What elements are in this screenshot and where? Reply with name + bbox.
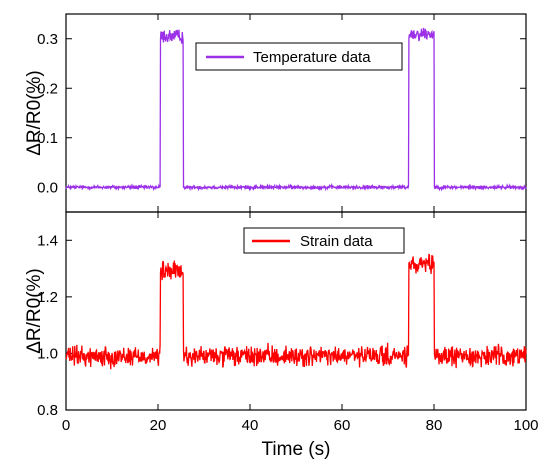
x-axis-title: Time (s) [262,439,331,460]
panel-strain-ylabel: ΔR/R0(%) [24,268,45,354]
panel-strain: 0.8 1.0 1.2 1.4 ΔR/R0(%) Strain data [24,211,527,419]
y-tick-label: 1.2 [37,289,58,306]
x-tick-label: 20 [150,417,167,434]
panel-strain-frame [65,211,527,411]
y-tick-label: 0.2 [37,80,58,97]
panel-strain-yticks: 0.8 1.0 1.2 1.4 [37,232,526,419]
legend-strain: Strain data [243,227,405,254]
legend-temperature: Temperature data [195,42,403,71]
x-tick-label: 40 [242,417,259,434]
x-tick-label: 60 [334,417,351,434]
legend-strain-label: Strain data [300,233,373,250]
series-line-strain [65,253,527,370]
y-tick-label: 0.0 [37,179,58,196]
panel-strain-xticks [65,212,527,410]
panel-temperature-xticks [65,14,527,212]
y-tick-label: 1.4 [37,232,58,249]
x-tick-label: 0 [62,417,70,434]
panel-temperature: 0.0 0.1 0.2 0.3 ΔR/R0(%) Temperature data [24,13,527,213]
x-tick-labels: 0 20 40 60 80 100 [62,417,539,434]
x-tick-label: 80 [426,417,443,434]
y-tick-label: 1.0 [37,345,58,362]
x-tick-label: 100 [513,417,538,434]
y-tick-label: 0.3 [37,31,58,48]
y-tick-label: 0.1 [37,130,58,147]
panel-temperature-ylabel: ΔR/R0(%) [24,70,45,156]
y-tick-label: 0.8 [37,402,58,419]
series-line-temperature [65,27,527,192]
panel-temperature-yticks: 0.0 0.1 0.2 0.3 [37,31,526,196]
legend-temperature-label: Temperature data [253,49,371,66]
